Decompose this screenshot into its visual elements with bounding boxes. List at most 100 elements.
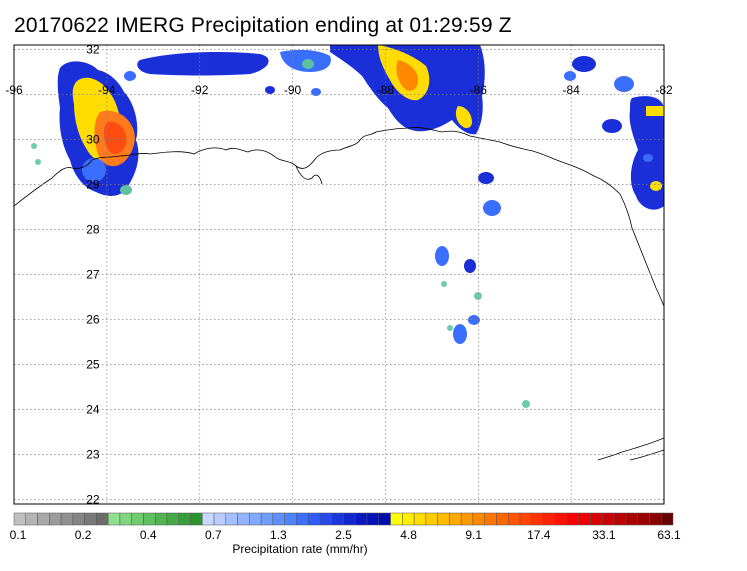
colorbar-swatch	[319, 512, 332, 526]
colorbar-swatch	[49, 512, 62, 526]
longitude-label: -94	[98, 83, 116, 97]
precipitation-layer	[31, 45, 664, 408]
colorbar-swatch	[37, 512, 50, 526]
precip-cell	[572, 56, 596, 72]
longitude-label: -92	[191, 83, 209, 97]
colorbar-swatch	[355, 512, 368, 526]
colorbar-swatch	[72, 512, 85, 526]
precip-cell	[447, 325, 453, 331]
precip-cell	[441, 281, 447, 287]
coastline-mississippi-alabama	[375, 127, 621, 195]
coastline-florida-west	[619, 193, 664, 307]
longitude-label: -90	[284, 83, 302, 97]
colorbar-swatch	[425, 512, 438, 526]
colorbar-swatch	[402, 512, 415, 526]
colorbar-tick-label: 4.8	[400, 528, 417, 542]
latitude-label: 23	[86, 448, 100, 462]
latitude-label: 30	[86, 133, 100, 147]
colorbar-swatch	[555, 512, 568, 526]
colorbar-swatch	[25, 512, 38, 526]
colorbar-swatch	[637, 512, 650, 526]
colorbar-tick-label: 0.7	[205, 528, 222, 542]
colorbar-tick-label: 63.1	[657, 528, 681, 542]
colorbar-tick-label: 0.4	[140, 528, 157, 542]
colorbar-tick-label: 17.4	[527, 528, 551, 542]
map-frame	[13, 44, 665, 505]
colorbar-tick-label: 0.2	[75, 528, 92, 542]
precip-cell	[31, 143, 37, 149]
colorbar-swatch	[625, 512, 638, 526]
longitude-labels: -96 -94 -92 -90 -88 -86 -84 -82	[5, 83, 673, 97]
coastline-layer	[14, 127, 664, 461]
colorbar-swatch	[649, 512, 662, 526]
colorbar-tick-label: 33.1	[592, 528, 616, 542]
longitude-label: -86	[470, 83, 488, 97]
precip-cell	[483, 200, 501, 216]
longitude-label: -84	[562, 83, 580, 97]
longitude-label: -82	[655, 83, 673, 97]
colorbar-swatch	[202, 512, 215, 526]
latitude-label: 29	[86, 178, 100, 192]
colorbar-swatch	[449, 512, 462, 526]
precip-cell	[35, 159, 41, 165]
colorbar-swatch	[119, 512, 132, 526]
colorbar-tick-label: 2.5	[335, 528, 352, 542]
colorbar-tick-label: 9.1	[465, 528, 482, 542]
colorbar-swatch	[519, 512, 533, 526]
coastline-louisiana	[149, 131, 377, 169]
latitude-label: 26	[86, 313, 100, 327]
colorbar-swatch	[143, 512, 156, 526]
coastline-delta	[295, 165, 323, 185]
graticule	[14, 45, 664, 504]
colorbar-swatch	[531, 512, 544, 526]
colorbar-swatch	[213, 512, 227, 526]
precip-cell	[124, 71, 136, 81]
latitude-label: 25	[86, 358, 100, 372]
colorbar-swatch	[296, 512, 309, 526]
colorbar-swatch	[343, 512, 356, 526]
colorbar-swatch	[378, 512, 391, 526]
colorbar-swatch	[60, 512, 74, 526]
colorbar-swatch	[660, 512, 674, 526]
colorbar-swatch	[131, 512, 144, 526]
precip-cell	[468, 315, 480, 325]
colorbar-swatch	[107, 512, 121, 526]
colorbar-swatch	[390, 512, 403, 526]
latitude-label: 32	[86, 43, 100, 57]
colorbar-tick-label: 0.1	[10, 528, 27, 542]
colorbar-swatch	[84, 512, 97, 526]
map-title: 20170622 IMERG Precipitation ending at 0…	[14, 14, 512, 37]
precip-cell	[614, 76, 634, 92]
precip-cell	[464, 259, 476, 273]
latitude-labels: 32 30 29 28 27 26 25 24 23 22	[86, 43, 100, 507]
precip-cell	[453, 324, 467, 344]
precip-cell	[265, 86, 275, 94]
colorbar-swatch	[472, 512, 485, 526]
precip-cell	[522, 400, 530, 408]
colorbar-swatch	[413, 512, 427, 526]
colorbar-swatch	[237, 512, 250, 526]
colorbar-swatch	[543, 512, 556, 526]
colorbar-swatch	[178, 512, 191, 526]
colorbar-swatch	[307, 512, 321, 526]
colorbar-tick-label: 1.3	[270, 528, 287, 542]
latitude-label: 22	[86, 493, 100, 507]
colorbar-swatch	[166, 512, 180, 526]
precip-cell	[646, 106, 664, 116]
colorbar-swatch	[578, 512, 591, 526]
colorbar-swatch	[284, 512, 297, 526]
colorbar-swatch	[437, 512, 450, 526]
precip-band-alabama-orange	[396, 60, 418, 91]
precip-band-florida-yellow	[455, 106, 472, 129]
coastline-florida-keys	[597, 437, 664, 461]
latitude-label: 28	[86, 223, 100, 237]
precip-cell	[311, 88, 321, 96]
precip-cell	[435, 246, 449, 266]
colorbar-swatch	[366, 512, 380, 526]
colorbar-swatch	[190, 512, 203, 526]
colorbar-swatch	[249, 512, 262, 526]
precip-cell	[474, 292, 482, 300]
precip-cell	[643, 154, 653, 162]
colorbar-swatch	[460, 512, 474, 526]
